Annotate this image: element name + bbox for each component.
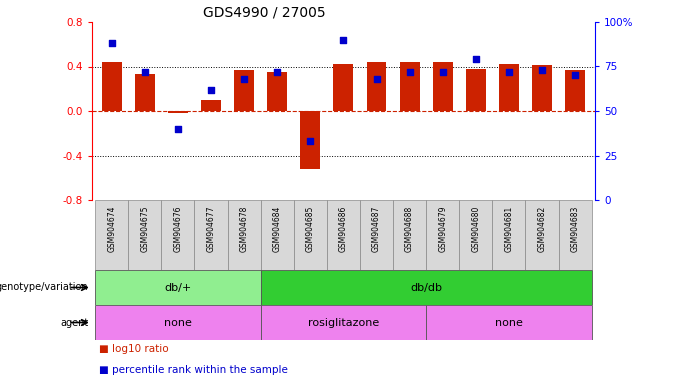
Text: GSM904682: GSM904682: [537, 205, 547, 252]
Text: GSM904681: GSM904681: [505, 205, 513, 252]
Text: ■ log10 ratio: ■ log10 ratio: [99, 344, 168, 354]
Point: [272, 69, 283, 75]
Text: GSM904683: GSM904683: [571, 205, 579, 252]
Text: GDS4990 / 27005: GDS4990 / 27005: [203, 5, 325, 20]
Point: [338, 37, 349, 43]
Bar: [327, 200, 360, 270]
Text: ■ percentile rank within the sample: ■ percentile rank within the sample: [99, 365, 288, 375]
Point: [471, 56, 481, 63]
Bar: [400, 62, 420, 111]
Bar: [558, 200, 592, 270]
Bar: [129, 200, 161, 270]
Text: rosiglitazone: rosiglitazone: [308, 318, 379, 328]
Text: none: none: [495, 318, 523, 328]
Text: agent: agent: [60, 318, 88, 328]
Bar: [234, 70, 254, 111]
Bar: [194, 200, 228, 270]
Text: GSM904676: GSM904676: [173, 205, 182, 252]
Bar: [260, 200, 294, 270]
Bar: [260, 305, 426, 340]
Bar: [102, 62, 122, 111]
Bar: [432, 62, 453, 111]
Text: genotype/variation: genotype/variation: [0, 283, 88, 293]
Bar: [367, 62, 386, 111]
Bar: [135, 74, 155, 111]
Bar: [499, 64, 519, 111]
Bar: [95, 270, 260, 305]
Bar: [260, 270, 592, 305]
Point: [205, 86, 216, 93]
Point: [139, 69, 150, 75]
Bar: [333, 64, 354, 111]
Bar: [95, 305, 260, 340]
Bar: [393, 200, 426, 270]
Bar: [492, 200, 526, 270]
Text: none: none: [164, 318, 192, 328]
Text: GSM904687: GSM904687: [372, 205, 381, 252]
Bar: [426, 200, 459, 270]
Bar: [466, 69, 486, 111]
Bar: [526, 200, 558, 270]
Point: [437, 69, 448, 75]
Text: GSM904675: GSM904675: [140, 205, 150, 252]
Point: [239, 76, 250, 82]
Bar: [168, 111, 188, 113]
Point: [106, 40, 117, 46]
Bar: [426, 305, 592, 340]
Text: GSM904685: GSM904685: [306, 205, 315, 252]
Point: [503, 69, 514, 75]
Bar: [532, 65, 552, 111]
Bar: [565, 70, 585, 111]
Text: GSM904684: GSM904684: [273, 205, 282, 252]
Bar: [95, 200, 129, 270]
Bar: [360, 200, 393, 270]
Text: GSM904678: GSM904678: [239, 205, 249, 252]
Bar: [267, 72, 287, 111]
Text: GSM904680: GSM904680: [471, 205, 480, 252]
Bar: [228, 200, 260, 270]
Point: [305, 138, 316, 144]
Point: [371, 76, 382, 82]
Text: GSM904688: GSM904688: [405, 205, 414, 252]
Text: GSM904679: GSM904679: [438, 205, 447, 252]
Point: [173, 126, 184, 132]
Bar: [161, 200, 194, 270]
Text: GSM904674: GSM904674: [107, 205, 116, 252]
Text: db/+: db/+: [165, 283, 192, 293]
Bar: [294, 200, 327, 270]
Bar: [301, 111, 320, 169]
Text: GSM904686: GSM904686: [339, 205, 348, 252]
Point: [570, 72, 581, 78]
Point: [537, 67, 547, 73]
Point: [404, 69, 415, 75]
Bar: [459, 200, 492, 270]
Text: db/db: db/db: [410, 283, 442, 293]
Bar: [201, 100, 221, 111]
Text: GSM904677: GSM904677: [207, 205, 216, 252]
